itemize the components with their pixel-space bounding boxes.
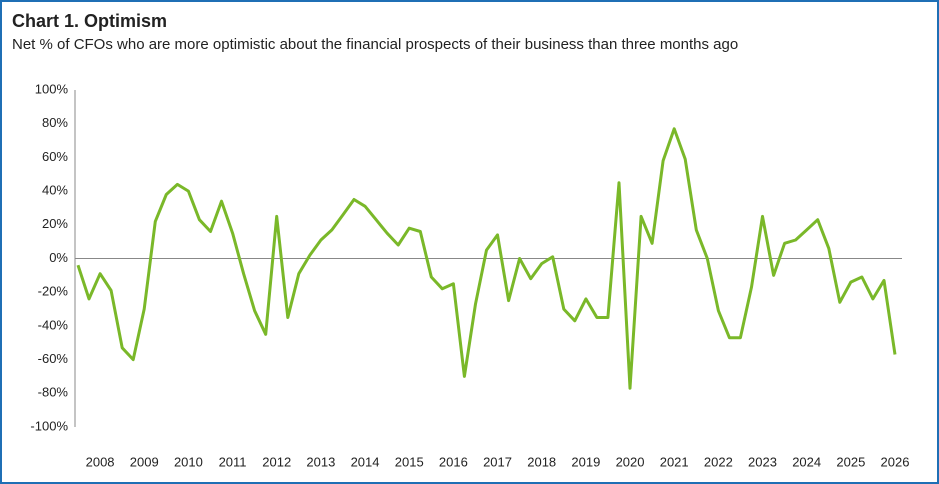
chart-subtitle: Net % of CFOs who are more optimistic ab… <box>12 36 738 53</box>
y-tick-label: -100% <box>30 418 68 433</box>
x-tick-label: 2016 <box>439 454 468 469</box>
y-tick-label: 20% <box>42 216 68 231</box>
x-tick-label: 2015 <box>395 454 424 469</box>
y-tick-label: -80% <box>38 385 69 400</box>
x-tick-label: 2023 <box>748 454 777 469</box>
x-tick-label: 2025 <box>836 454 865 469</box>
y-tick-label: 60% <box>42 149 68 164</box>
x-tick-label: 2009 <box>130 454 159 469</box>
x-tick-label: 2012 <box>262 454 291 469</box>
x-tick-label: 2017 <box>483 454 512 469</box>
y-tick-label: 40% <box>42 183 68 198</box>
y-tick-label: 100% <box>35 81 69 96</box>
y-tick-label: 80% <box>42 115 68 130</box>
x-tick-label: 2011 <box>219 454 247 469</box>
x-tick-label: 2024 <box>792 454 821 469</box>
x-tick-label: 2010 <box>174 454 203 469</box>
y-tick-label: -40% <box>38 317 69 332</box>
x-tick-label: 2018 <box>527 454 556 469</box>
x-tick-label: 2013 <box>306 454 335 469</box>
x-tick-label: 2020 <box>616 454 645 469</box>
chart-title: Chart 1. Optimism <box>12 11 167 31</box>
y-tick-label: -20% <box>38 284 69 299</box>
y-tick-label: 0% <box>49 250 68 265</box>
y-tick-label: -60% <box>38 351 69 366</box>
x-tick-label: 2026 <box>881 454 910 469</box>
x-tick-label: 2022 <box>704 454 733 469</box>
x-tick-label: 2008 <box>86 454 115 469</box>
x-tick-label: 2021 <box>660 454 689 469</box>
x-tick-label: 2019 <box>571 454 600 469</box>
data-line <box>76 127 897 390</box>
x-tick-label: 2014 <box>351 454 380 469</box>
